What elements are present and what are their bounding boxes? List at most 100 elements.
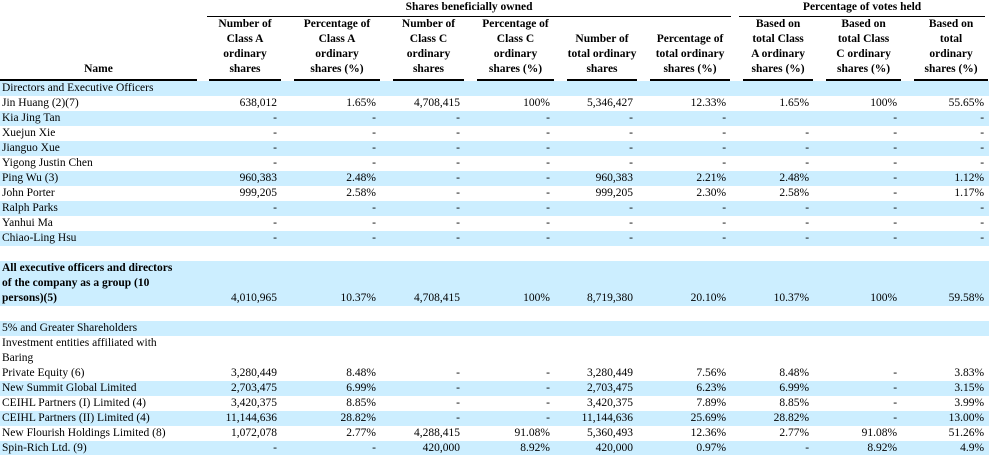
value-cell	[731, 81, 814, 96]
value-cell: 2.48%	[779, 172, 810, 184]
row-name: 5% and Greater Shareholders	[2, 322, 138, 334]
value-cell: -	[456, 202, 460, 214]
column-header-label: Percentage of Class A ordinary shares (%…	[294, 17, 380, 81]
value-cell: 28.82%	[340, 412, 376, 424]
value-cell: -	[980, 217, 985, 229]
row-name: New Summit Global Limited	[2, 382, 137, 394]
value-cell: -	[546, 172, 550, 184]
value-cell: 20.10%	[690, 292, 727, 304]
group-label-votes-held: Percentage of votes held	[739, 0, 986, 17]
value-cell: -	[805, 127, 810, 139]
value-cell: -	[546, 232, 550, 244]
table-row: CEIHL Partners (II) Limited (4) 11,144,63…	[0, 411, 989, 426]
value-cell	[197, 81, 282, 96]
value-cell: 960,383	[239, 172, 277, 184]
value-cell: -	[893, 202, 898, 214]
value-cell: -	[372, 217, 376, 229]
value-cell: 999,205	[595, 187, 633, 199]
value-cell: 8.92%	[520, 442, 550, 454]
value-cell	[282, 321, 381, 336]
column-header: Percentage of Class A ordinary shares (%…	[282, 17, 381, 81]
value-cell: 2.48%	[346, 172, 376, 184]
value-cell: 420,000	[422, 442, 460, 454]
value-cell: -	[629, 157, 633, 169]
column-header: Percentage of total ordinary shares (%)	[638, 17, 731, 81]
value-cell: 3,280,449	[587, 367, 633, 379]
value-cell: -	[805, 142, 810, 154]
value-cell: -	[629, 217, 633, 229]
value-cell: -	[546, 217, 550, 229]
value-cell: 2.58%	[779, 187, 810, 199]
row-name: Directors and Executive Officers	[2, 82, 154, 94]
value-cell: 91.08%	[514, 427, 550, 439]
value-cell: -	[546, 367, 550, 379]
table-row: Yigong Justin Chen - - - - - - - - -	[0, 156, 989, 171]
value-cell: -	[805, 157, 810, 169]
value-cell: -	[273, 232, 277, 244]
value-cell: -	[273, 442, 277, 454]
column-header: Based on total ordinary shares (%)	[902, 17, 989, 81]
spacer-row	[0, 246, 989, 261]
column-header: Based on total Class C ordinary shares (…	[814, 17, 902, 81]
value-cell: 5,360,493	[587, 427, 633, 439]
value-cell: -	[456, 142, 460, 154]
value-cell: -	[893, 127, 898, 139]
value-cell: 8.92%	[867, 442, 898, 454]
table-row: John Porter 999,205 2.58% - - 999,205 2.30% 2.5…	[0, 186, 989, 201]
value-cell	[282, 81, 381, 96]
column-header: Number of Class A ordinary shares	[197, 17, 282, 81]
value-cell: -	[893, 382, 898, 394]
value-cell: -	[456, 367, 460, 379]
value-cell: -	[980, 142, 985, 154]
value-cell: -	[456, 172, 460, 184]
table-row: New Flourish Holdings Limited (8) 1,072,0…	[0, 426, 989, 441]
column-header-label: Based on total Class C ordinary shares (…	[826, 17, 902, 81]
value-cell: -	[893, 142, 898, 154]
value-cell	[814, 81, 902, 96]
value-cell: -	[546, 202, 550, 214]
value-cell: -	[372, 127, 376, 139]
value-cell: 2.58%	[346, 187, 376, 199]
value-cell: 51.26%	[948, 427, 985, 439]
value-cell: 3.99%	[954, 397, 985, 409]
value-cell: -	[629, 127, 633, 139]
column-header: Based on total Class A ordinary shares (…	[731, 17, 814, 81]
value-cell: 4,708,415	[414, 292, 460, 304]
value-cell: -	[980, 112, 985, 124]
table-row: Ralph Parks - - - - - - - - -	[0, 201, 989, 216]
row-name: CEIHL Partners (I) Limited (4)	[2, 397, 146, 409]
row-name: Xuejun Xie	[2, 127, 56, 139]
value-cell: 2,703,475	[587, 382, 633, 394]
table-row: All executive officers and directors of …	[0, 261, 989, 306]
value-cell: -	[805, 217, 810, 229]
value-cell: 638,012	[239, 97, 277, 109]
spacer-cell	[0, 246, 989, 261]
value-cell: 999,205	[239, 187, 277, 199]
value-cell: -	[456, 187, 460, 199]
value-cell: 3,420,375	[231, 397, 277, 409]
row-name: All executive officers and directors of …	[2, 262, 173, 304]
row-name: Jianguo Xue	[2, 142, 60, 154]
value-cell: -	[722, 217, 727, 229]
column-header: Number of total ordinary shares	[555, 17, 638, 81]
column-header-label: Percentage of Class C ordinary shares (%…	[477, 17, 554, 81]
value-cell: 100%	[870, 292, 898, 304]
value-cell: 2.21%	[696, 172, 727, 184]
section-row: 5% and Greater Shareholders	[0, 321, 989, 336]
value-cell: -	[722, 232, 727, 244]
column-header-label: Percentage of total ordinary shares (%)	[650, 32, 731, 81]
table-header: Shares beneficially owned Percentage of …	[0, 0, 989, 81]
table-row: CEIHL Partners (I) Limited (4) 3,420,375 8…	[0, 396, 989, 411]
table-row: Jin Huang (2)(7) 638,012 1.65% 4,708,415 100…	[0, 96, 989, 111]
value-cell: 6.99%	[346, 382, 376, 394]
value-cell: -	[629, 112, 633, 124]
value-cell: 28.82%	[773, 412, 810, 424]
table-body: Directors and Executive Officers Jin Huan…	[0, 81, 989, 455]
value-cell: -	[456, 412, 460, 424]
value-cell: -	[893, 232, 898, 244]
value-cell	[814, 321, 902, 336]
value-cell: -	[980, 157, 985, 169]
value-cell: 6.99%	[779, 382, 810, 394]
row-name: Ping Wu (3)	[2, 172, 59, 184]
value-cell: 10.37%	[773, 292, 810, 304]
